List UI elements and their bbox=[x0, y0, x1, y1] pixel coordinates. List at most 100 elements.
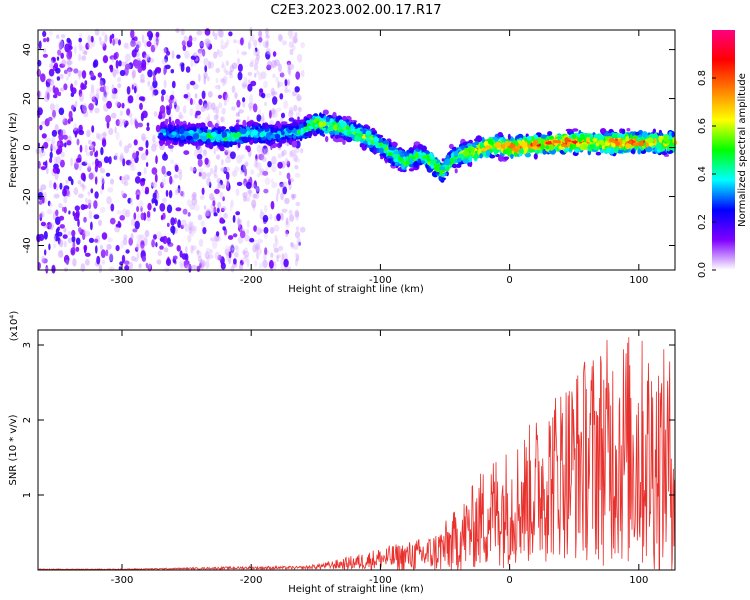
noise-blob bbox=[243, 250, 250, 258]
noise-blob bbox=[155, 155, 158, 165]
colorbar-gradient bbox=[712, 30, 735, 270]
noise-blob bbox=[102, 43, 107, 51]
noise-blob bbox=[102, 95, 106, 101]
noise-blob bbox=[125, 209, 131, 218]
noise-blob bbox=[88, 139, 92, 145]
noise-blob bbox=[43, 38, 47, 43]
noise-blob bbox=[258, 30, 263, 39]
ridge-blob bbox=[210, 131, 217, 138]
noise-blob bbox=[128, 112, 133, 118]
noise-blob bbox=[178, 111, 183, 119]
ridge-blob bbox=[589, 144, 596, 150]
noise-blob bbox=[45, 265, 49, 274]
noise-blob bbox=[206, 172, 212, 178]
ridge-blob bbox=[547, 131, 553, 136]
noise-blob bbox=[82, 183, 85, 192]
noise-blob bbox=[43, 230, 48, 240]
noise-blob bbox=[181, 40, 186, 47]
noise-blob bbox=[247, 189, 252, 194]
noise-blob bbox=[156, 259, 162, 265]
noise-blob bbox=[249, 106, 252, 112]
noise-blob bbox=[265, 166, 268, 172]
noise-blob bbox=[260, 208, 263, 215]
snr-y-label: SNR (10 * v/v) bbox=[8, 414, 19, 485]
noise-blob bbox=[216, 154, 221, 160]
ridge-blob bbox=[559, 150, 565, 154]
noise-blob bbox=[129, 117, 134, 126]
noise-blob bbox=[164, 64, 171, 70]
noise-blob bbox=[220, 38, 224, 48]
noise-blob bbox=[273, 224, 280, 232]
noise-blob bbox=[67, 231, 72, 236]
noise-blob bbox=[242, 97, 246, 103]
noise-blob bbox=[144, 186, 150, 193]
noise-blob bbox=[131, 84, 135, 90]
ridge-blob bbox=[630, 149, 636, 154]
noise-blob bbox=[165, 189, 169, 197]
noise-blob bbox=[66, 67, 73, 73]
snr-y-ticks: 1 2 3 bbox=[22, 342, 675, 498]
noise-blob bbox=[276, 193, 279, 202]
noise-blob bbox=[204, 251, 210, 260]
ridge-blob bbox=[199, 134, 207, 141]
noise-blob bbox=[300, 148, 304, 154]
noise-blob bbox=[56, 56, 60, 61]
noise-blob bbox=[138, 146, 144, 151]
noise-blob bbox=[258, 37, 263, 43]
noise-blob bbox=[290, 193, 295, 199]
noise-blob bbox=[199, 262, 202, 269]
ridge-blob bbox=[367, 140, 372, 146]
noise-blob bbox=[231, 85, 236, 93]
noise-blob bbox=[259, 228, 264, 234]
noise-blob bbox=[135, 44, 140, 49]
ridge-blob bbox=[318, 121, 324, 128]
noise-blob bbox=[203, 100, 208, 109]
noise-blob bbox=[287, 66, 291, 75]
ridge-blob bbox=[335, 117, 340, 123]
noise-blob bbox=[248, 94, 254, 104]
noise-blob bbox=[49, 31, 53, 36]
noise-blob bbox=[263, 253, 267, 261]
noise-blob bbox=[245, 196, 251, 202]
noise-blob bbox=[166, 107, 171, 116]
ridge-blob bbox=[160, 123, 164, 130]
noise-blob bbox=[65, 259, 69, 266]
spectrogram-y-label: Frequency (Hz) bbox=[8, 112, 19, 188]
noise-blob bbox=[288, 117, 295, 122]
noise-blob bbox=[46, 92, 50, 100]
noise-blob bbox=[113, 155, 118, 160]
noise-blob bbox=[279, 183, 285, 189]
noise-blob bbox=[118, 60, 122, 67]
noise-blob bbox=[156, 231, 162, 240]
noise-blob bbox=[82, 173, 86, 182]
ridge-blob bbox=[165, 128, 169, 132]
noise-blob bbox=[59, 224, 65, 229]
noise-blob bbox=[71, 87, 77, 95]
ridge-blob bbox=[439, 166, 446, 171]
noise-blob bbox=[66, 76, 69, 81]
noise-blob bbox=[57, 226, 60, 231]
noise-blob bbox=[89, 150, 94, 156]
noise-blob bbox=[169, 175, 173, 185]
noise-blob bbox=[114, 226, 120, 233]
noise-blob bbox=[125, 42, 130, 50]
noise-blob bbox=[117, 83, 122, 89]
noise-blob bbox=[288, 109, 294, 118]
ridge-blob bbox=[235, 124, 240, 131]
noise-blob bbox=[264, 101, 267, 107]
noise-blob bbox=[206, 177, 211, 187]
noise-blob bbox=[126, 175, 131, 181]
noise-blob bbox=[199, 258, 203, 265]
colorbar: 0.0 0.2 0.4 0.6 0.8 Normalized spectral ampl… bbox=[697, 30, 748, 278]
ridge-blob bbox=[300, 127, 304, 135]
noise-blob bbox=[78, 37, 82, 43]
noise-blob bbox=[261, 92, 266, 99]
ridge-blob bbox=[302, 128, 307, 134]
noise-blob bbox=[294, 252, 298, 258]
ridge-blob bbox=[230, 141, 238, 146]
noise-blob bbox=[226, 39, 230, 45]
noise-blob bbox=[239, 259, 244, 266]
noise-blob bbox=[66, 37, 71, 44]
ridge-blob bbox=[366, 144, 374, 148]
ridge-blob bbox=[581, 143, 588, 150]
